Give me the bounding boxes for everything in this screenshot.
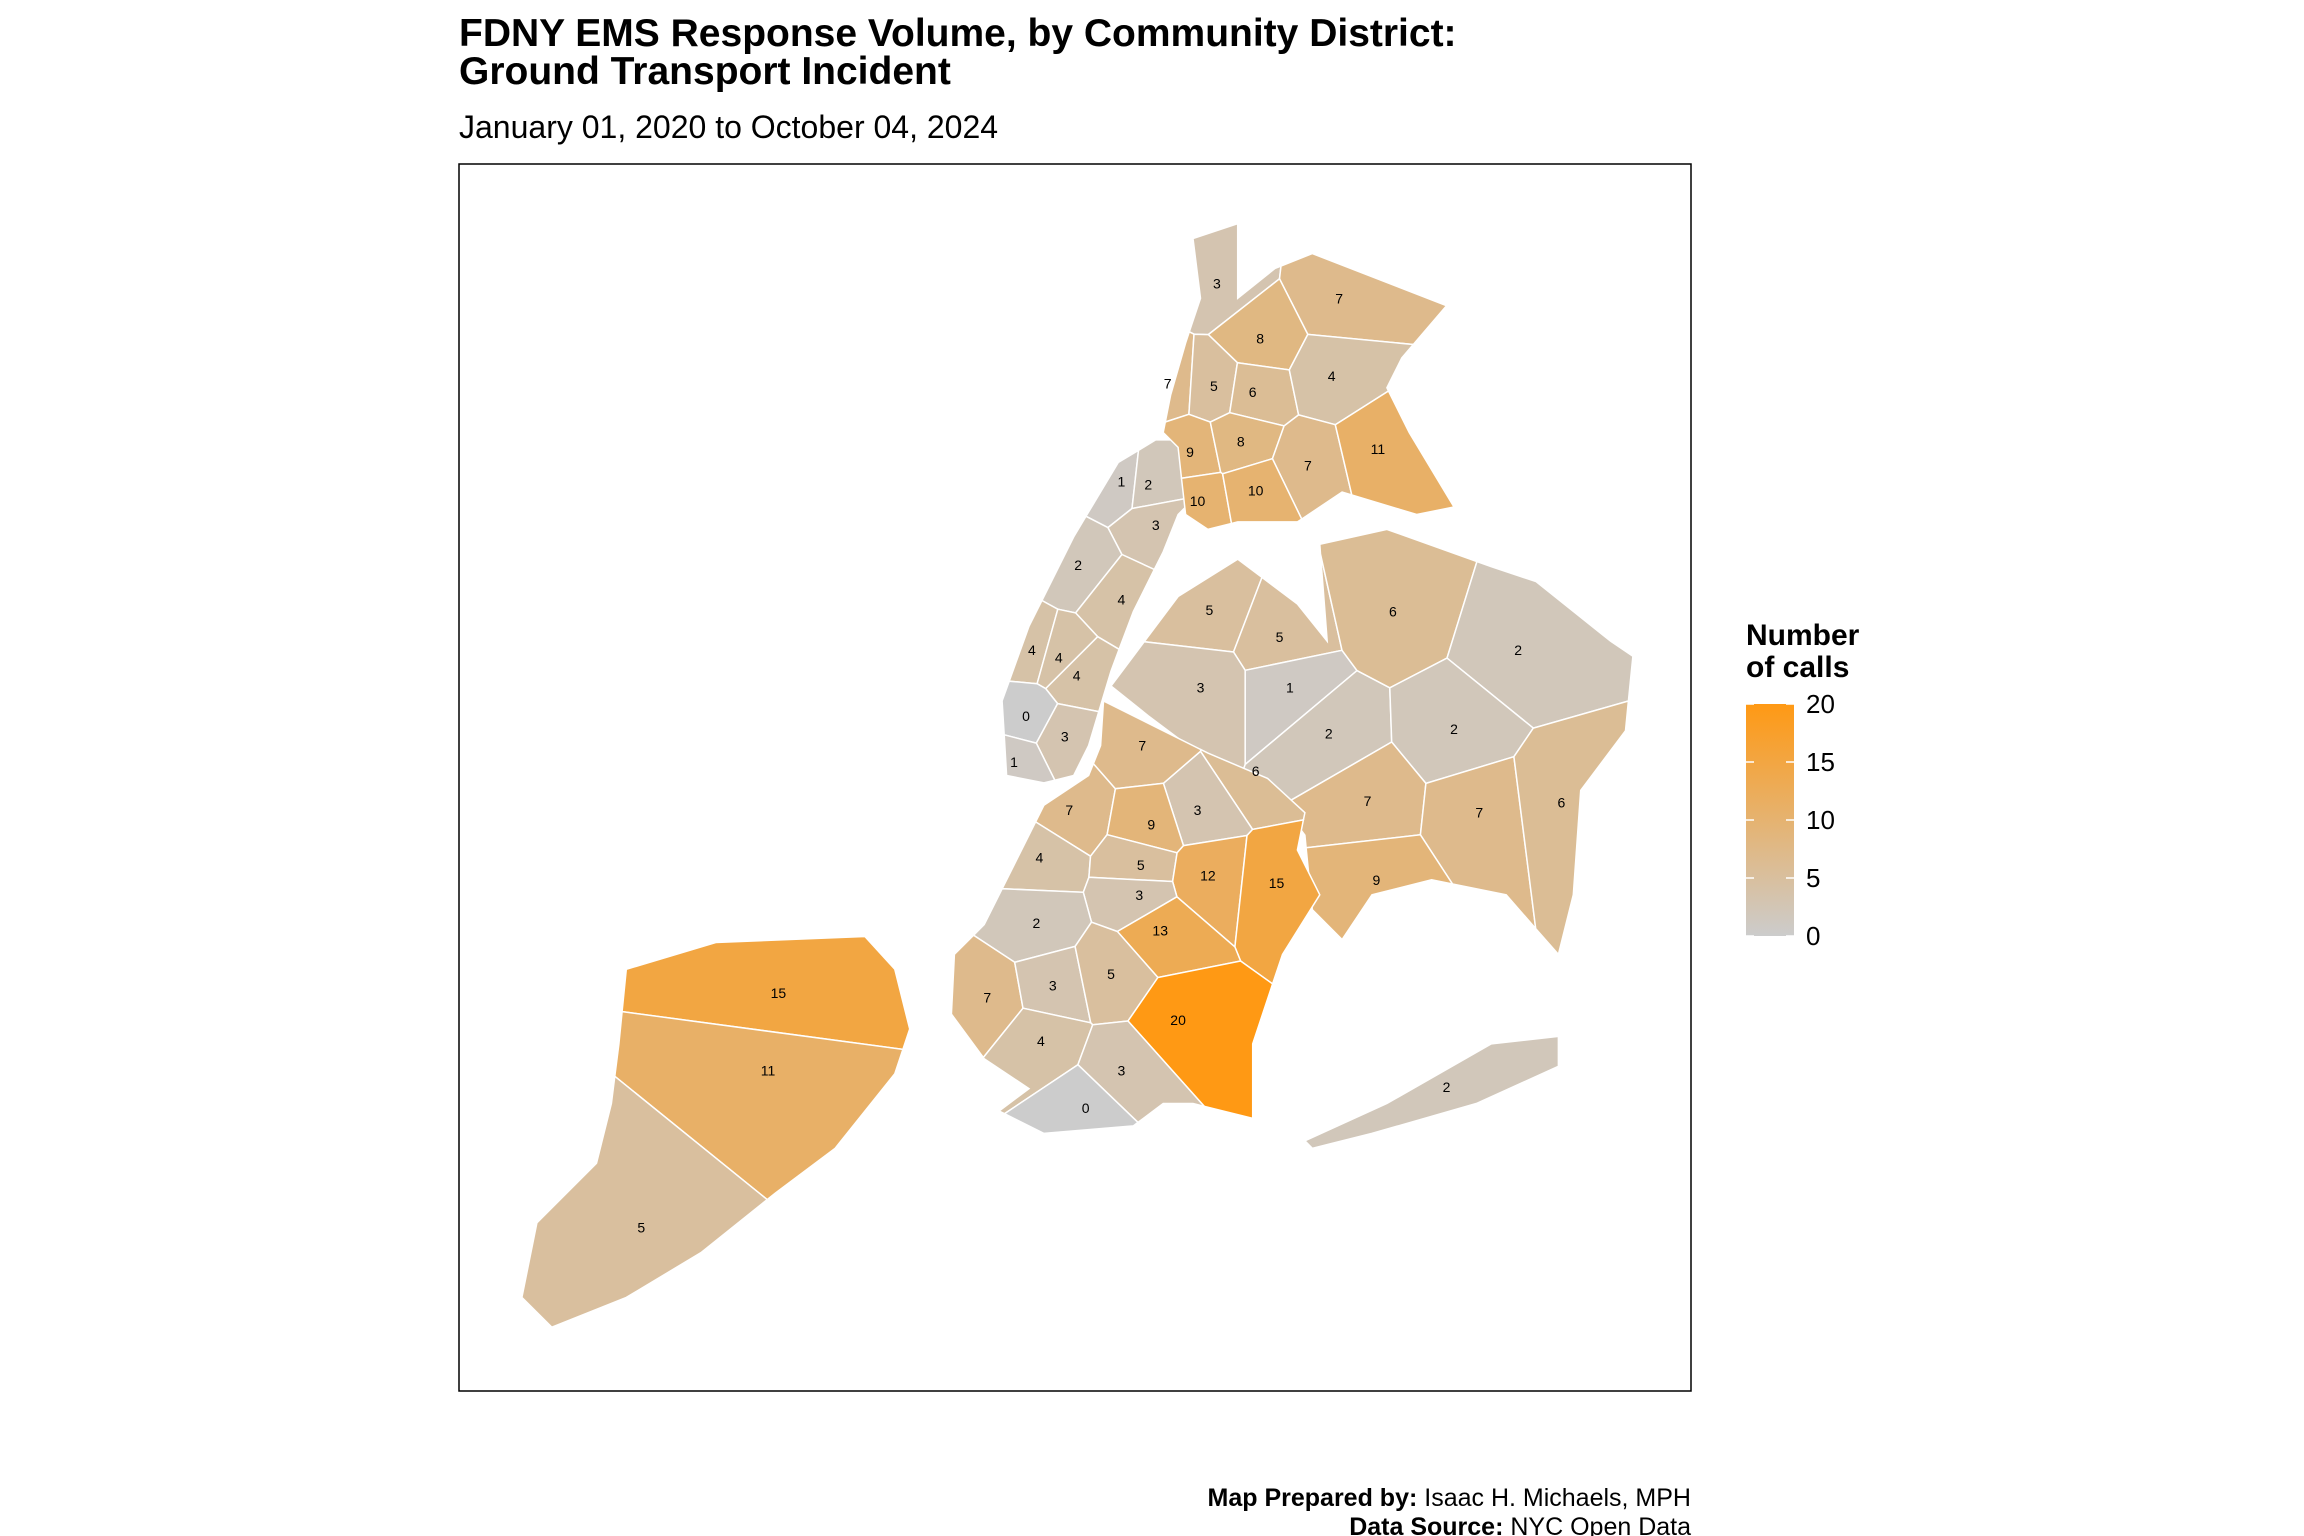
legend-tick-label: 15 [1806,747,1835,777]
district-label: 4 [1037,1033,1045,1049]
legend-tick-label: 20 [1806,689,1835,719]
district-label: 8 [1237,433,1245,449]
district-label: 4 [1328,368,1336,384]
district-label: 4 [1118,591,1126,607]
district-label: 12 [1200,867,1216,883]
credit-text: Isaac H. Michaels, MPH [1424,1484,1691,1512]
district [1271,414,1353,521]
district-label: 8 [1256,331,1264,347]
district-label: 4 [1073,668,1081,684]
district-label: 3 [1152,517,1160,533]
district-label: 11 [761,1063,776,1079]
district [1003,733,1056,784]
credit-label: Data Source: [1349,1513,1503,1536]
district-label: 5 [1276,629,1284,645]
district-label: 7 [983,990,991,1006]
district-label: 3 [1118,1063,1126,1079]
legend-tick-label: 5 [1806,863,1820,893]
district-label: 5 [1210,378,1218,394]
district-label: 1 [1118,474,1126,490]
district-label: 3 [1213,275,1221,291]
district-label: 7 [1475,805,1483,821]
district-label: 11 [1371,441,1386,457]
district-label: 9 [1186,444,1194,460]
credit: Data Source: NYC Open Data [1349,1513,1691,1536]
district [521,1074,769,1329]
district-label: 0 [1022,708,1030,724]
legend-title: of calls [1746,651,1849,684]
district-label: 7 [1364,793,1372,809]
district [1003,1063,1140,1135]
subtitle: January 01, 2020 to October 04, 2024 [459,109,998,145]
district [1221,457,1303,525]
district-label: 3 [1061,729,1069,745]
district-label: 5 [1137,857,1145,873]
district-label: 7 [1138,738,1146,754]
credit-label: Map Prepared by: [1208,1484,1418,1512]
district-label: 5 [1107,966,1115,982]
district-label: 5 [1206,602,1214,618]
district-label: 0 [1082,1100,1090,1116]
district-label: 1 [1286,679,1294,695]
district-label: 2 [1514,642,1522,658]
legend-title: Number [1746,619,1860,652]
district-label: 3 [1194,802,1202,818]
district-label: 9 [1373,872,1381,888]
district [1303,1035,1560,1150]
district-label: 3 [1049,978,1057,994]
district [1334,389,1456,516]
district-label: 2 [1074,557,1082,573]
district-label: 4 [1036,849,1044,865]
district-label: 6 [1252,763,1260,779]
district-label: 15 [771,985,787,1001]
legend-tick-label: 10 [1806,805,1835,835]
district-label: 9 [1147,817,1155,833]
district-label: 10 [1248,483,1264,499]
district-label: 13 [1152,923,1168,939]
district-label: 2 [1033,915,1041,931]
district-label: 1 [1010,754,1018,770]
district-label: 6 [1389,603,1397,619]
district-label: 15 [1269,875,1285,891]
district-label: 6 [1557,794,1565,810]
district-label: 7 [1065,802,1073,818]
district-label: 3 [1135,887,1143,903]
district-label: 5 [637,1219,645,1235]
district-label: 2 [1325,726,1333,742]
credit-text: NYC Open Data [1510,1513,1691,1536]
district-label: 7 [1164,375,1172,391]
legend-tick-label: 0 [1806,921,1820,951]
district-label: 7 [1304,457,1312,473]
district [1305,834,1455,941]
district-label: 3 [1197,679,1205,695]
map-frame [458,163,1692,1392]
district-label: 2 [1450,721,1458,737]
district-label: 7 [1335,290,1343,306]
district-label: 2 [1144,477,1152,493]
credit: Map Prepared by: Isaac H. Michaels, MPH [1208,1484,1691,1512]
title-line: FDNY EMS Response Volume, by Community D… [459,12,1457,55]
district-label: 6 [1249,384,1257,400]
title-line: Ground Transport Incident [459,50,951,93]
district-label: 10 [1190,493,1206,509]
district-label: 4 [1055,650,1063,666]
district [1513,699,1630,956]
district-label: 20 [1170,1012,1186,1028]
district-label: 4 [1028,642,1036,658]
district-label: 2 [1443,1079,1451,1095]
